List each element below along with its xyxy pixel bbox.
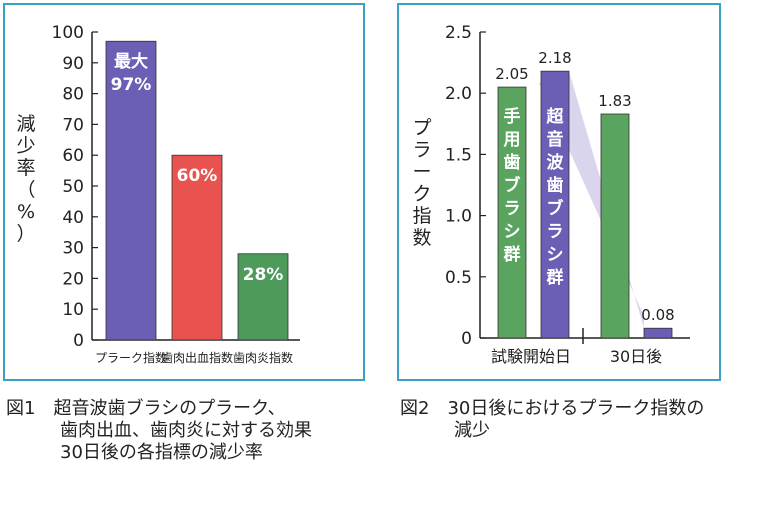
chart-2-category-label: 30日後 bbox=[610, 347, 662, 366]
chart-1: 0102030405060708090100最大97%プラーク指数60%歯肉出血… bbox=[3, 3, 721, 381]
chart-2-series-label-char: 用 bbox=[504, 130, 521, 150]
chart-2-y-axis-label-char: ラ bbox=[412, 139, 431, 161]
chart-1-category-label: 歯肉炎指数 bbox=[233, 350, 293, 365]
chart-1-category-label: プラーク指数 bbox=[95, 350, 167, 365]
chart-2-series-label-char: 歯 bbox=[504, 152, 521, 173]
chart-2-series-label-char: シ bbox=[504, 222, 521, 242]
chart-1-y-tick-label: 70 bbox=[62, 115, 84, 135]
chart-1-frame bbox=[3, 3, 365, 381]
chart-2-bar bbox=[540, 70, 570, 339]
chart-2-bar bbox=[600, 113, 630, 339]
chart-1-bar bbox=[171, 154, 223, 341]
figure-1-caption: 図1 超音波歯ブラシのプラーク、 歯肉出血、歯肉炎に対する効果 30日後の各指標… bbox=[6, 398, 312, 463]
chart-2-value-label: 0.08 bbox=[641, 306, 674, 324]
chart-1-y-tick-label: 90 bbox=[62, 54, 84, 74]
chart-2-y-tick-label: 2.0 bbox=[445, 84, 472, 104]
figure-2-caption: 図2 30日後におけるプラーク指数の 減少 bbox=[400, 398, 705, 441]
chart-1-y-tick-label: 50 bbox=[62, 177, 84, 197]
chart-2-frame bbox=[397, 3, 721, 381]
chart-1-y-axis-label-char: （ bbox=[16, 179, 35, 201]
chart-1-y-axis-label-char: % bbox=[17, 201, 35, 223]
chart-2-series-label-char: 音 bbox=[547, 129, 564, 150]
chart-2-y-tick-label: 0.5 bbox=[445, 268, 472, 288]
chart-2-y-axis-label-char: 指 bbox=[412, 205, 431, 227]
chart-1-y-tick-label: 0 bbox=[73, 331, 84, 351]
chart-2-y-axis-label-char: ー bbox=[412, 161, 431, 183]
chart-2-y-tick-label: 0 bbox=[461, 329, 472, 349]
chart-2-category-label: 試験開始日 bbox=[491, 347, 571, 366]
chart-2-series-label-char: ラ bbox=[547, 222, 564, 242]
chart-1-y-tick-label: 60 bbox=[62, 146, 84, 166]
chart-2-series-label-char: 群 bbox=[504, 244, 521, 265]
chart-2-value-label: 2.18 bbox=[538, 49, 571, 67]
chart-2-value-label: 2.05 bbox=[495, 65, 528, 83]
chart-2-y-tick-label: 1.5 bbox=[445, 145, 472, 165]
chart-1-y-axis-label-char: 少 bbox=[16, 135, 35, 157]
chart-1-category-label: 歯肉出血指数 bbox=[161, 350, 233, 365]
chart-1-y-tick-label: 40 bbox=[62, 208, 84, 228]
chart-2-series-label-char: ブ bbox=[504, 175, 521, 196]
chart-2-y-axis-label-char: プ bbox=[412, 117, 431, 139]
chart-2-series-label-char: 超 bbox=[547, 106, 565, 127]
chart-1-y-axis-label-char: 率 bbox=[16, 157, 35, 179]
chart-2-series-label-char: 歯 bbox=[547, 175, 564, 196]
chart-1-bar-label: 28% bbox=[243, 265, 284, 285]
chart-1-y-tick-label: 20 bbox=[62, 269, 84, 289]
chart-2-y-tick-label: 2.5 bbox=[445, 23, 472, 43]
chart-1-y-tick-label: 80 bbox=[62, 85, 84, 105]
chart-2-series-label-char: ラ bbox=[504, 199, 521, 219]
chart-1-y-axis-label-char: 減 bbox=[16, 113, 35, 135]
chart-2-y-axis-label-char: 数 bbox=[412, 227, 431, 249]
chart-1-y-tick-label: 30 bbox=[62, 239, 84, 259]
chart-1-bar bbox=[105, 40, 157, 341]
chart-2-y-tick-label: 1.0 bbox=[445, 207, 472, 227]
chart-1-bar bbox=[237, 253, 289, 341]
chart-2-y-axis-label: プラーク指数 bbox=[412, 117, 431, 249]
chart-1-bar-label: 最大 bbox=[114, 51, 148, 72]
chart-1-bar-label: 60% bbox=[177, 166, 218, 186]
chart-2-series-label-char: ブ bbox=[547, 198, 564, 219]
chart-2-value-label: 1.83 bbox=[598, 92, 631, 110]
chart-2-bar bbox=[643, 327, 673, 339]
chart-1-y-tick-label: 100 bbox=[52, 23, 84, 43]
chart-1-y-axis-label-char: ） bbox=[16, 223, 35, 245]
chart-1-bar-label: 97% bbox=[111, 75, 152, 95]
chart-2-y-axis-label-char: ク bbox=[412, 183, 431, 205]
chart-2-bar bbox=[497, 86, 527, 339]
chart-2-series-label-char: シ bbox=[547, 245, 564, 265]
chart-2-series-label-char: 手 bbox=[504, 106, 521, 127]
chart-2-series-label-char: 波 bbox=[547, 152, 565, 173]
chart-1-y-axis-label: 減少率（%） bbox=[16, 113, 35, 245]
chart-2-series-label-char: 群 bbox=[547, 267, 564, 288]
chart-1-y-tick-label: 10 bbox=[62, 300, 84, 320]
